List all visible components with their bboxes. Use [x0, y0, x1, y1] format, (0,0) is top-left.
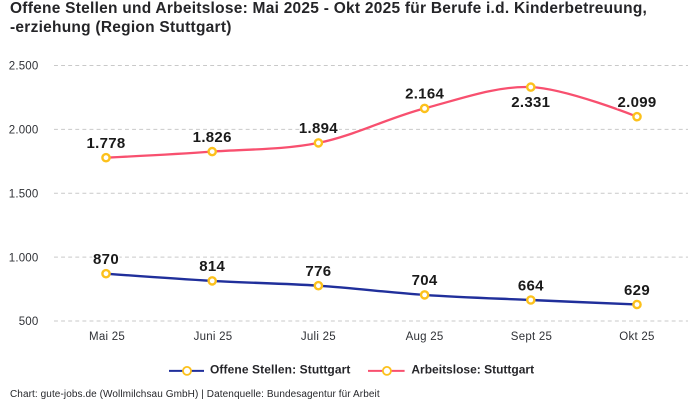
svg-text:500: 500 — [19, 316, 39, 328]
svg-text:776: 776 — [305, 263, 331, 280]
svg-text:664: 664 — [518, 277, 544, 294]
svg-text:704: 704 — [412, 272, 438, 289]
svg-text:1.000: 1.000 — [9, 252, 39, 264]
svg-text:2.164: 2.164 — [405, 86, 444, 103]
svg-text:2.331: 2.331 — [511, 94, 550, 111]
svg-text:629: 629 — [624, 282, 650, 299]
svg-text:Okt 25: Okt 25 — [619, 331, 654, 343]
svg-text:Mai 25: Mai 25 — [89, 331, 125, 343]
svg-text:Juli 25: Juli 25 — [301, 331, 336, 343]
svg-text:Aug 25: Aug 25 — [406, 331, 444, 343]
svg-text:Arbeitslose: Stuttgart: Arbeitslose: Stuttgart — [411, 362, 534, 376]
svg-text:1.778: 1.778 — [86, 135, 125, 152]
svg-text:2.500: 2.500 — [9, 61, 39, 73]
svg-text:Offene Stellen: Stuttgart: Offene Stellen: Stuttgart — [210, 362, 351, 376]
svg-text:2.099: 2.099 — [617, 94, 656, 111]
svg-text:1.894: 1.894 — [299, 120, 338, 137]
svg-text:1.826: 1.826 — [193, 129, 232, 146]
svg-text:Juni 25: Juni 25 — [194, 331, 233, 343]
svg-text:1.500: 1.500 — [9, 189, 39, 201]
svg-text:2.000: 2.000 — [9, 125, 39, 137]
svg-text:Sept 25: Sept 25 — [511, 331, 552, 343]
svg-text:870: 870 — [93, 251, 119, 268]
svg-text:814: 814 — [199, 258, 225, 275]
